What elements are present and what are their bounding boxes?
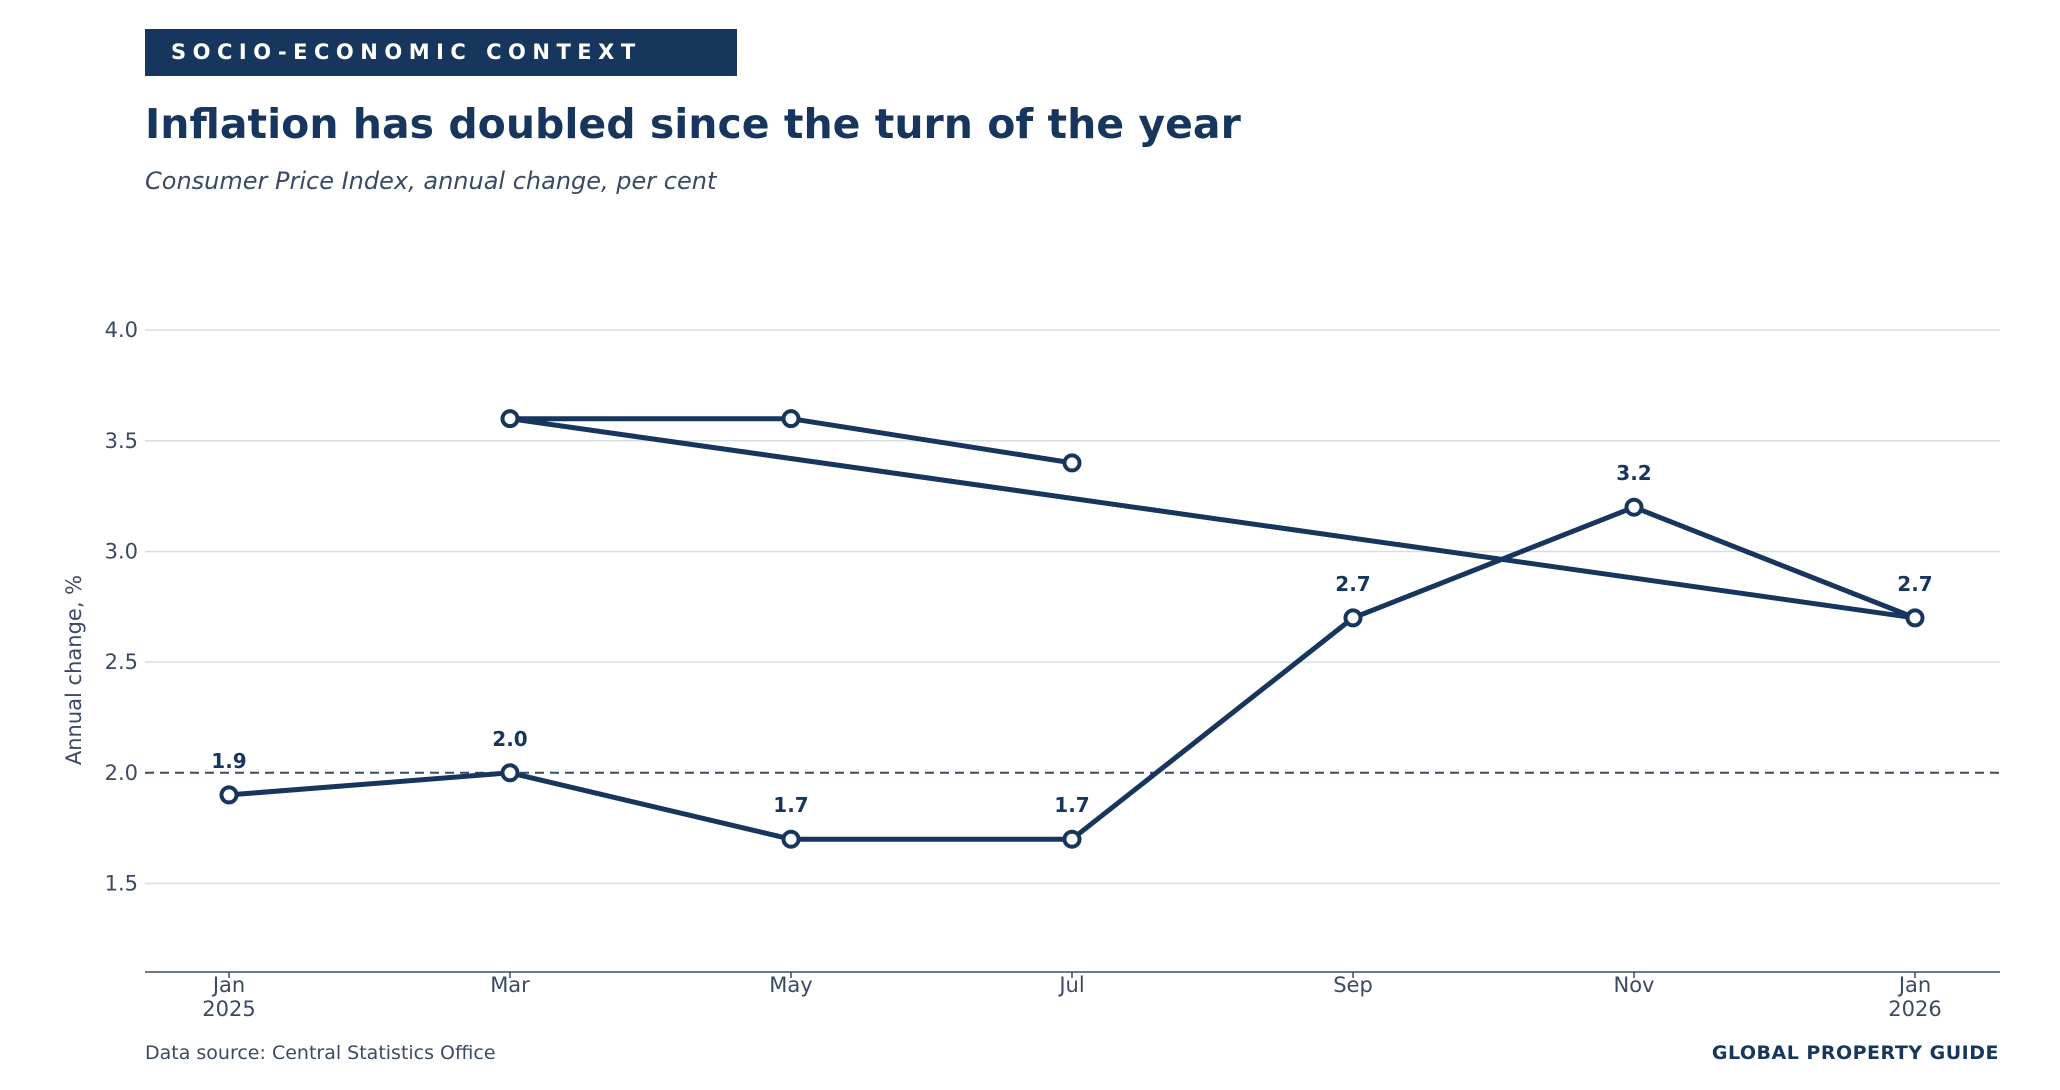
data-labels: 1.9 2.0 1.7 1.7 2.7 3.2 2.7 [211,461,1932,817]
x-tick-label: Mar [490,973,530,997]
data-point [500,409,520,429]
y-tick-label: 1.5 [105,871,138,895]
y-tick-label: 4.0 [105,318,138,342]
data-point [500,763,520,783]
x-tick-label: Jan [211,973,245,997]
data-label: 1.7 [773,793,808,817]
x-tick-label: 2026 [1888,997,1941,1021]
brand-logo-text: GLOBAL PROPERTY GUIDE [1711,1042,1999,1064]
y-tick-label: 3.0 [105,539,138,563]
gridlines [145,329,2000,885]
x-tick-label: Nov [1614,973,1655,997]
series-line [226,416,1918,842]
data-label: 1.7 [1054,793,1089,817]
data-point [1624,497,1644,517]
data-point [781,409,801,429]
data-label: 3.2 [1616,461,1651,485]
y-tick-label: 2.5 [105,650,138,674]
y-axis-ticks: 1.5 2.0 2.5 3.0 3.5 4.0 [105,318,138,895]
cpi-series [219,409,1925,849]
data-point [1062,453,1082,473]
x-tick-label: Jul [1057,973,1084,997]
data-source: Data source: Central Statistics Office [145,1042,496,1064]
x-tick-label: Sep [1333,973,1373,997]
x-tick-label: May [769,973,812,997]
data-label: 2.7 [1897,572,1932,596]
y-tick-label: 2.0 [105,761,138,785]
data-label: 1.9 [211,749,246,773]
chart-title: Inflation has doubled since the turn of … [145,100,1241,148]
data-point [781,829,801,849]
data-label: 2.7 [1335,572,1370,596]
data-point [1343,608,1363,628]
data-point [219,785,239,805]
x-tick-label: 2025 [202,997,255,1021]
chart-subtitle: Consumer Price Index, annual change, per… [145,167,717,195]
data-point [1062,829,1082,849]
x-tick-label: Jan [1897,973,1931,997]
section-kicker: SOCIO-ECONOMIC CONTEXT [145,29,737,76]
data-label: 2.0 [492,727,527,751]
y-tick-label: 3.5 [105,429,138,453]
data-point [1905,608,1925,628]
y-axis-label: Annual change, % [62,575,86,765]
